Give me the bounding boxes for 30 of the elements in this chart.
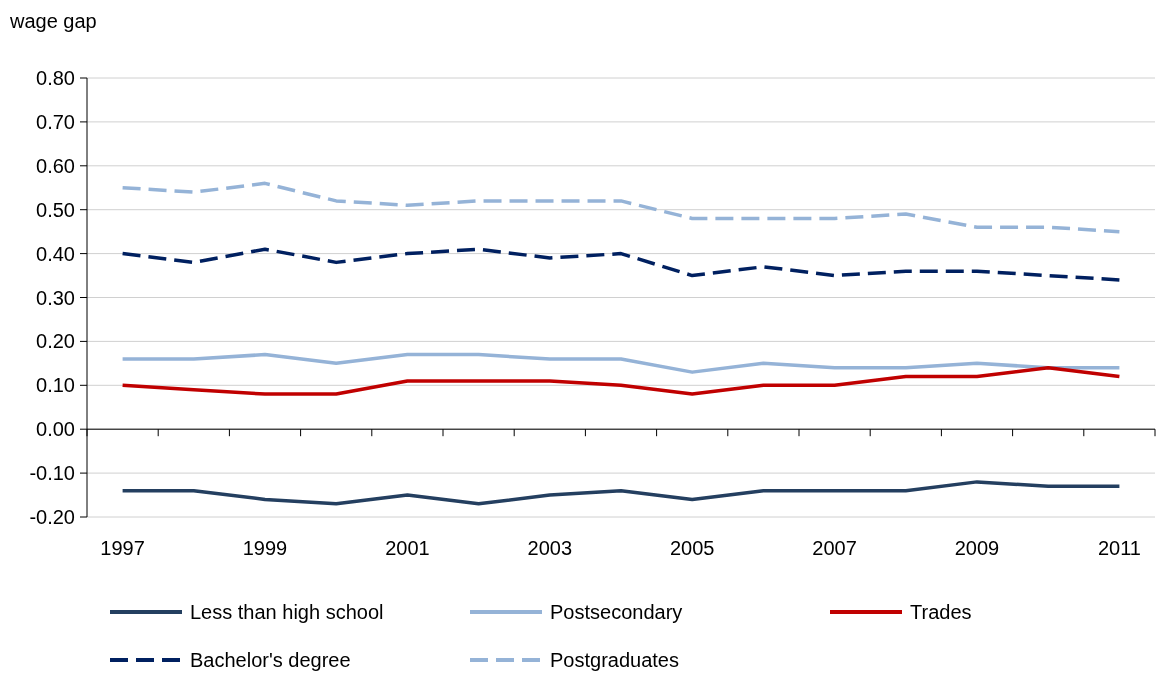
legend-label: Postsecondary [550, 601, 683, 623]
x-tick-label: 2001 [385, 537, 430, 559]
y-axis-title: wage gap [9, 10, 97, 32]
legend-label: Postgraduates [550, 649, 679, 671]
line-series [120, 365, 1122, 396]
y-tick-label: 0.10 [36, 374, 75, 397]
y-tick-label: 0.30 [36, 286, 75, 309]
x-tick-label: 2007 [812, 537, 857, 559]
legend-label: Bachelor's degree [190, 649, 351, 671]
x-tick-label: 1999 [242, 537, 288, 559]
legend-label: Trades [910, 601, 972, 623]
y-tick-label: -0.10 [29, 462, 75, 485]
line-series [120, 247, 1122, 282]
y-tick-label: -0.20 [29, 506, 75, 528]
y-tick-label: 0.60 [36, 154, 75, 177]
y-tick-label: 0.70 [36, 110, 75, 133]
line-series [120, 480, 1122, 506]
x-tick-label: 2009 [954, 537, 1000, 559]
y-tick-label: 0.20 [36, 330, 75, 353]
line-series [120, 352, 1122, 374]
line-series [120, 181, 1122, 234]
legend-label: Less than high school [190, 601, 384, 623]
y-tick-label: 0.80 [36, 67, 75, 89]
x-tick-label: 1997 [100, 537, 145, 559]
x-tick-label: 2005 [669, 537, 715, 559]
x-tick-label: 2003 [527, 537, 573, 559]
y-tick-label: 0.00 [36, 418, 75, 441]
y-tick-label: 0.40 [36, 242, 75, 265]
x-tick-label: 2011 [1097, 537, 1141, 559]
y-tick-label: 0.50 [36, 198, 75, 221]
